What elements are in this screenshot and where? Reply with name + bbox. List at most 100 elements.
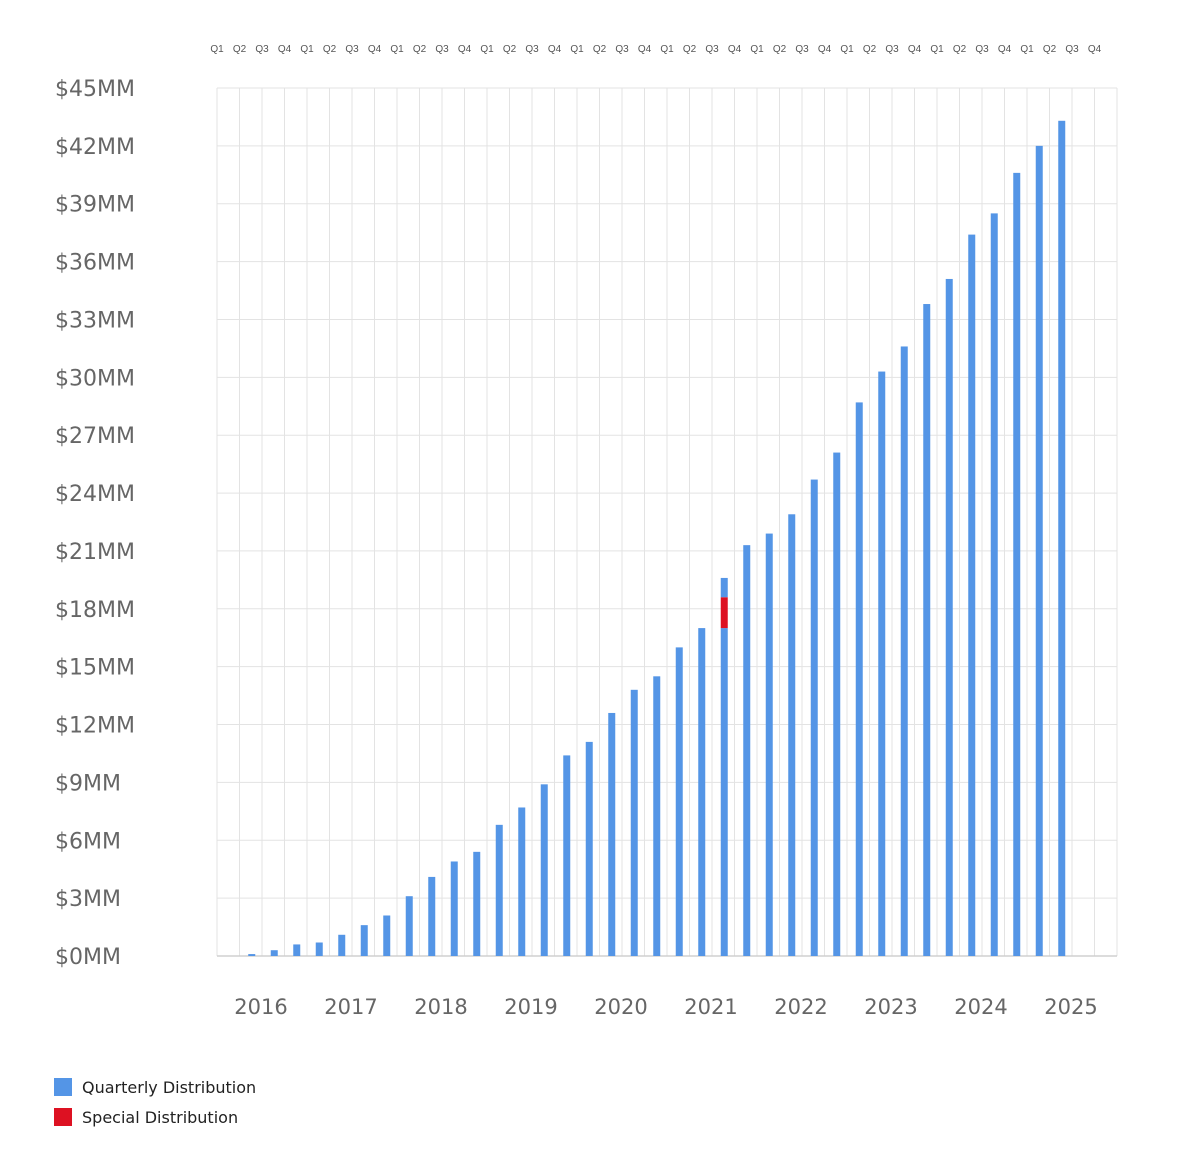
quarter-tick-label: Q4 <box>908 44 922 55</box>
bar-quarterly-distribution <box>473 851 481 956</box>
bar-quarterly-distribution <box>405 896 413 956</box>
quarter-tick-label: Q2 <box>773 44 787 55</box>
y-tick-label: $39MM <box>55 193 135 218</box>
bar-quarterly-distribution <box>608 712 616 956</box>
quarter-tick-label: Q3 <box>435 44 449 55</box>
bar-quarterly-distribution <box>765 533 773 956</box>
y-tick-label: $30MM <box>55 366 135 391</box>
y-tick-label: $12MM <box>55 714 135 739</box>
bar-quarterly-distribution <box>675 647 683 956</box>
y-tick-label: $9MM <box>55 771 121 796</box>
quarter-tick-label: Q1 <box>840 44 854 55</box>
bar-quarterly-distribution <box>990 213 998 956</box>
bar-quarterly-distribution <box>540 784 548 956</box>
year-tick-label: 2020 <box>594 995 647 1019</box>
year-tick-label: 2017 <box>324 995 377 1019</box>
year-tick-label: 2025 <box>1044 995 1097 1019</box>
quarter-tick-label: Q4 <box>1088 44 1102 55</box>
bar-special-distribution <box>720 597 728 629</box>
bar-quarterly-distribution <box>968 234 976 957</box>
bar-quarterly-distribution <box>810 479 818 956</box>
bar-quarterly-distribution <box>315 942 323 956</box>
legend-item-quarterly: Quarterly Distribution <box>54 1072 256 1102</box>
bar-quarterly-distribution <box>585 741 593 956</box>
bar-quarterly-distribution <box>495 824 503 956</box>
quarter-tick-label: Q4 <box>368 44 382 55</box>
quarter-tick-label: Q1 <box>210 44 224 55</box>
year-tick-label: 2019 <box>504 995 557 1019</box>
quarter-tick-label: Q2 <box>863 44 877 55</box>
legend: Quarterly Distribution Special Distribut… <box>54 1072 256 1132</box>
bar-quarterly-distribution <box>248 954 256 956</box>
y-tick-label: $15MM <box>55 656 135 681</box>
legend-swatch-quarterly <box>54 1078 72 1096</box>
quarter-tick-labels: Q1 Q2 Q3 Q4 Q1 Q2 Q3 Q4 Q1 Q2 Q3 Q4 Q1 Q2 Q3 Q4 Q1 Q2 Q3 Q4… <box>210 44 1101 55</box>
legend-label-quarterly: Quarterly Distribution <box>82 1077 257 1097</box>
bar-quarterly-distribution <box>855 402 863 956</box>
bar-quarterly-distribution <box>743 545 751 956</box>
bar-quarterly-distribution <box>518 807 526 956</box>
bar-quarterly-distribution <box>563 755 571 956</box>
y-tick-label: $18MM <box>55 598 135 623</box>
quarter-tick-label: Q2 <box>413 44 427 55</box>
legend-label-special: Special Distribution <box>82 1107 239 1127</box>
legend-item-special: Special Distribution <box>54 1102 256 1132</box>
quarter-tick-label: Q3 <box>795 44 809 55</box>
quarter-tick-label: Q4 <box>638 44 652 55</box>
bar-quarterly-distribution <box>360 925 368 956</box>
bar-quarterly-distribution <box>293 944 301 956</box>
year-tick-label: 2023 <box>864 995 917 1019</box>
y-tick-label: $6MM <box>55 829 121 854</box>
quarter-tick-label: Q1 <box>1020 44 1034 55</box>
bar-quarterly-distribution <box>788 514 796 956</box>
quarter-tick-label: Q3 <box>525 44 539 55</box>
bar-quarterly-distribution <box>338 934 346 956</box>
quarter-tick-label: Q1 <box>660 44 674 55</box>
bar-quarterly-distribution <box>630 689 638 956</box>
bar-quarterly-distribution <box>450 861 458 956</box>
bar-quarterly-distribution <box>878 371 886 956</box>
year-tick-label: 2022 <box>774 995 827 1019</box>
y-tick-label: $33MM <box>55 308 135 333</box>
y-tick-label: $21MM <box>55 540 135 565</box>
bar-quarterly-distribution <box>698 628 706 956</box>
bar-quarterly-distribution <box>833 452 841 956</box>
y-axis-tick-labels: $0MM $3MM $6MM $9MM $12MM $15MM $18MM $21MM $24M… <box>55 77 135 970</box>
y-tick-label: $27MM <box>55 424 135 449</box>
bar-quarterly-distribution <box>900 346 908 957</box>
y-tick-label: $36MM <box>55 251 135 276</box>
bar-quarterly-distribution <box>1058 120 1066 957</box>
quarter-tick-label: Q1 <box>300 44 314 55</box>
year-tick-label: 2016 <box>234 995 287 1019</box>
quarter-tick-label: Q4 <box>548 44 562 55</box>
quarter-tick-label: Q1 <box>390 44 404 55</box>
quarter-tick-label: Q2 <box>953 44 967 55</box>
bar-quarterly-distribution <box>1013 172 1021 956</box>
quarter-tick-label: Q3 <box>885 44 899 55</box>
y-tick-label: $3MM <box>55 887 121 912</box>
bar-quarterly-distribution <box>923 304 931 956</box>
y-tick-label: $45MM <box>55 77 135 102</box>
quarter-tick-label: Q4 <box>728 44 742 55</box>
quarter-tick-label: Q1 <box>570 44 584 55</box>
quarter-tick-label: Q4 <box>458 44 472 55</box>
year-tick-label: 2018 <box>414 995 467 1019</box>
quarter-tick-label: Q3 <box>1065 44 1079 55</box>
quarter-tick-label: Q2 <box>233 44 247 55</box>
y-tick-label: $42MM <box>55 135 135 160</box>
y-tick-label: $0MM <box>55 945 121 970</box>
year-tick-label: 2021 <box>684 995 737 1019</box>
quarter-tick-label: Q1 <box>480 44 494 55</box>
quarter-tick-label: Q2 <box>503 44 517 55</box>
bar-quarterly-distribution <box>720 628 728 956</box>
y-tick-label: $24MM <box>55 482 135 507</box>
quarter-tick-label: Q2 <box>323 44 337 55</box>
quarter-tick-label: Q3 <box>255 44 269 55</box>
quarter-tick-label: Q1 <box>930 44 944 55</box>
quarter-tick-label: Q2 <box>593 44 607 55</box>
bar-quarterly-distribution <box>383 915 391 956</box>
quarter-tick-label: Q4 <box>998 44 1012 55</box>
quarter-tick-label: Q3 <box>705 44 719 55</box>
legend-swatch-special <box>54 1108 72 1126</box>
bar-quarterly-distribution <box>720 577 728 598</box>
